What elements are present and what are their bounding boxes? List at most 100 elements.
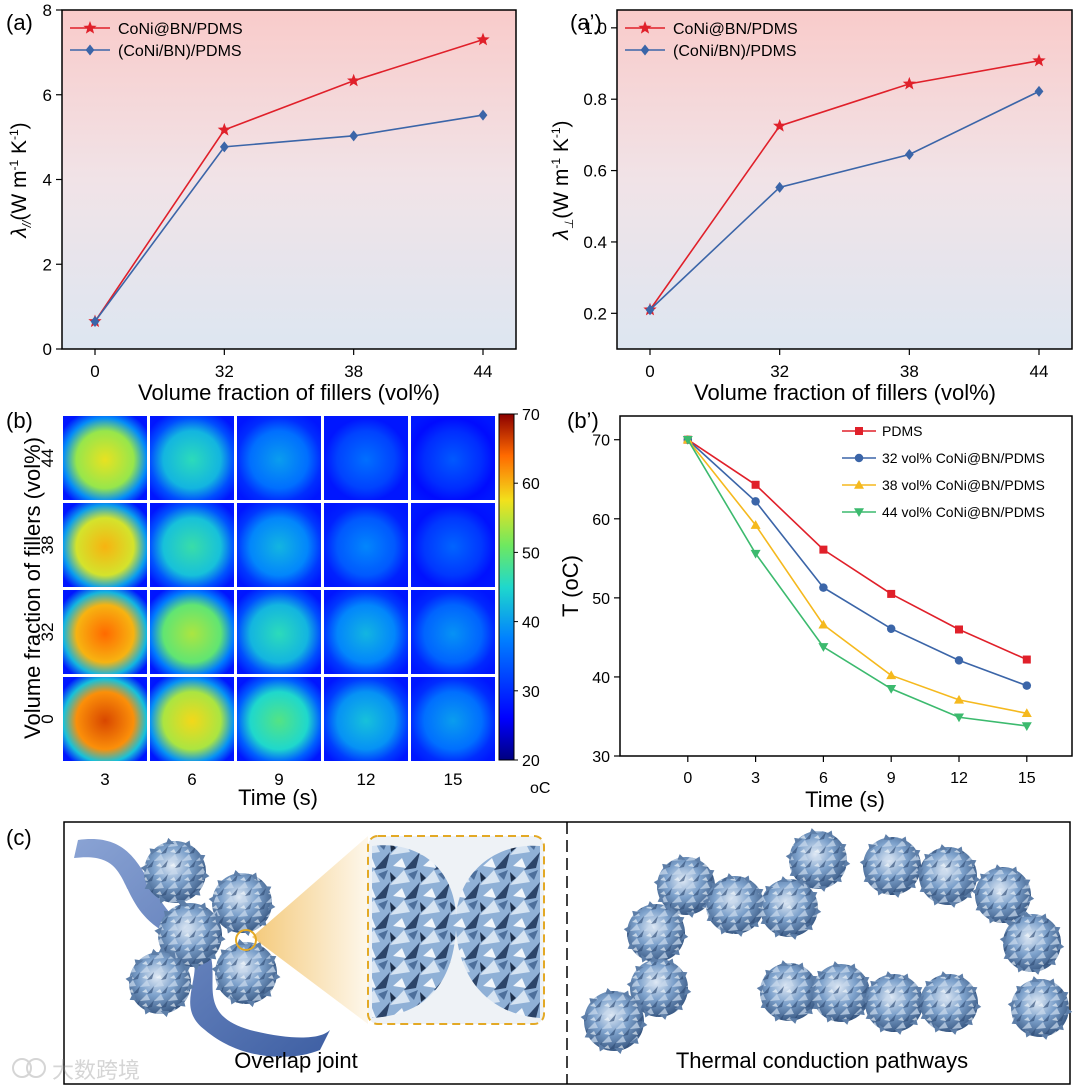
plot-area bbox=[616, 9, 1073, 350]
colorbar-tick-label: 70 bbox=[522, 407, 540, 424]
legend-label: (CoNi/BN)/PDMS bbox=[673, 43, 797, 60]
heatmap-cell bbox=[63, 677, 147, 761]
series-line bbox=[649, 59, 1040, 311]
legend-marker bbox=[854, 480, 864, 489]
data-point bbox=[476, 32, 490, 46]
y-tick-label: 0.6 bbox=[583, 162, 607, 181]
colorbar-tick-label: 20 bbox=[522, 753, 540, 770]
data-point bbox=[219, 141, 229, 153]
legend-marker bbox=[855, 427, 863, 435]
data-point bbox=[902, 76, 916, 90]
time-label: 9 bbox=[274, 770, 283, 789]
data-point bbox=[818, 619, 829, 629]
caption-overlap-joint: Overlap joint bbox=[234, 1048, 358, 1073]
x-tick-label: 3 bbox=[751, 770, 760, 787]
data-point bbox=[1022, 681, 1032, 690]
heatmap-cell bbox=[324, 677, 408, 761]
panel-label-b-prime: (b’) bbox=[567, 408, 599, 433]
series-line bbox=[687, 439, 1027, 715]
illustration-c: (c) Overlap joint Thermal conduction pat… bbox=[6, 821, 1073, 1085]
colorbar-unit: oC bbox=[530, 780, 550, 797]
legend-label: CoNi@BN/PDMS bbox=[673, 21, 798, 38]
data-point bbox=[217, 122, 231, 136]
data-point bbox=[751, 480, 760, 489]
heatmap-cell bbox=[237, 503, 321, 587]
data-point bbox=[904, 149, 914, 161]
legend-label: CoNi@BN/PDMS bbox=[118, 21, 243, 38]
filler-particle bbox=[756, 876, 822, 940]
y-axis-label: λ⊥(W m-1 K-1) bbox=[549, 120, 576, 240]
heatmap-cell bbox=[237, 590, 321, 674]
legend-marker bbox=[640, 44, 650, 56]
y-tick-label: 4 bbox=[43, 171, 52, 190]
y-axis-label: λ//(W m-1 K-1) bbox=[7, 122, 34, 238]
x-tick-label: 38 bbox=[900, 362, 919, 381]
x-tick-label: 0 bbox=[645, 362, 654, 381]
colorbar-tick-label: 60 bbox=[522, 476, 540, 493]
panel-label-a: (a) bbox=[6, 10, 33, 35]
chart-a: (a) 0 32 38 44 0 2 4 6 8 CoNi@BN/PDMS (CoNi/BN)/P… bbox=[6, 1, 517, 405]
data-point bbox=[886, 685, 897, 694]
filler-particle bbox=[861, 971, 927, 1035]
heatmap-cell bbox=[63, 503, 147, 587]
time-label: 6 bbox=[187, 770, 196, 789]
series-line bbox=[687, 439, 1027, 727]
row-label: 38 bbox=[38, 536, 57, 555]
row-label: 0 bbox=[38, 714, 57, 723]
x-axis-label: Time (s) bbox=[805, 787, 885, 812]
y-tick-label: 8 bbox=[43, 1, 52, 20]
panel-label-a-prime: (a’) bbox=[570, 10, 602, 35]
heatmap-cell bbox=[150, 590, 234, 674]
colorbar-tick-label: 40 bbox=[522, 615, 540, 632]
x-tick-label: 32 bbox=[770, 362, 789, 381]
x-axis-label: Time (s) bbox=[238, 785, 318, 810]
y-tick-label: 40 bbox=[592, 670, 610, 687]
filler-particle bbox=[580, 988, 648, 1054]
zoom-spotlight bbox=[252, 836, 368, 1024]
x-tick-label: 9 bbox=[887, 770, 896, 787]
series-line bbox=[687, 439, 1028, 661]
heatmap-cell bbox=[237, 416, 321, 500]
y-axis-label: Volume fraction of fillers (vol%) bbox=[20, 437, 45, 739]
y-tick-label: 50 bbox=[592, 591, 610, 608]
heatmap-cell bbox=[411, 677, 495, 761]
heatmap-cell bbox=[150, 503, 234, 587]
data-point bbox=[682, 435, 693, 445]
row-label: 32 bbox=[38, 623, 57, 642]
data-point bbox=[819, 545, 828, 554]
chart-a-prime: (a’) 0 32 38 44 0.2 0.4 0.6 0.8 1.0 CoNi@BN/PDMS… bbox=[549, 9, 1073, 405]
panel-label-b: (b) bbox=[6, 408, 33, 433]
data-point bbox=[818, 643, 829, 652]
data-point bbox=[1034, 85, 1044, 97]
legend-marker bbox=[638, 21, 652, 34]
heatmap-cell bbox=[411, 503, 495, 587]
filler-particle bbox=[125, 948, 195, 1018]
filler-particle bbox=[653, 854, 719, 918]
filler-particle bbox=[756, 960, 822, 1024]
heatmap-cell bbox=[63, 590, 147, 674]
filler-particle bbox=[1007, 976, 1073, 1040]
heatmap-cell bbox=[324, 416, 408, 500]
svg-text:大数跨境: 大数跨境 bbox=[52, 1058, 140, 1083]
data-point bbox=[1022, 655, 1031, 664]
data-point bbox=[645, 304, 655, 316]
series-line bbox=[94, 38, 484, 322]
x-tick-label: 0 bbox=[683, 770, 692, 787]
data-point bbox=[773, 118, 787, 132]
zoom-inset bbox=[367, 835, 545, 1025]
x-axis-label: Volume fraction of fillers (vol%) bbox=[138, 380, 440, 405]
series-line bbox=[687, 439, 1028, 687]
x-tick-label: 12 bbox=[950, 770, 968, 787]
filler-particle bbox=[999, 911, 1065, 975]
data-point bbox=[954, 694, 964, 704]
filler-particle bbox=[916, 971, 982, 1035]
y-tick-label: 60 bbox=[592, 512, 610, 529]
legend-label: 38 vol% CoNi@BN/PDMS bbox=[882, 477, 1045, 493]
watermark: 大数跨境 bbox=[12, 1058, 140, 1083]
y-tick-label: 2 bbox=[43, 255, 52, 274]
legend-marker bbox=[83, 21, 97, 34]
time-label: 3 bbox=[100, 770, 109, 789]
x-tick-label: 0 bbox=[90, 362, 99, 381]
y-tick-label: 1.0 bbox=[583, 19, 607, 38]
